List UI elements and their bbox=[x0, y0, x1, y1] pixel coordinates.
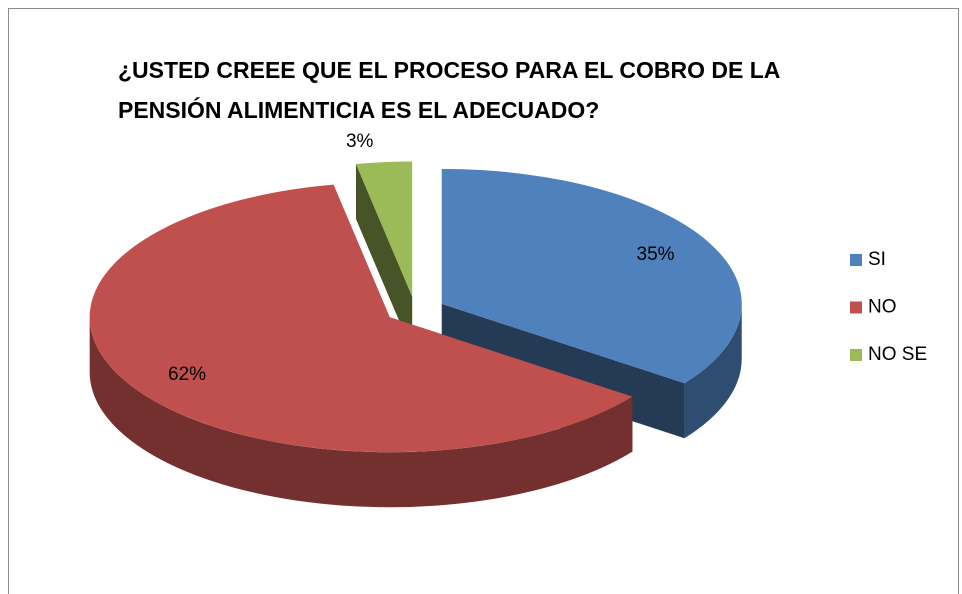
slice-side bbox=[684, 303, 742, 439]
legend-swatch bbox=[850, 349, 862, 361]
data-label: 3% bbox=[346, 131, 374, 152]
legend-label: NO bbox=[868, 297, 897, 318]
legend-label: NO SE bbox=[868, 344, 927, 365]
data-label: 35% bbox=[637, 244, 675, 265]
chart-frame bbox=[8, 8, 959, 594]
legend-swatch bbox=[850, 301, 862, 314]
slice bbox=[89, 184, 633, 453]
slice bbox=[355, 161, 413, 297]
slice bbox=[441, 168, 742, 384]
legend-label: SI bbox=[868, 249, 886, 270]
slice-side bbox=[89, 317, 633, 508]
data-label: 62% bbox=[168, 364, 206, 385]
slice-wall bbox=[355, 163, 413, 352]
chart-title: ¿USTED CREEE QUE EL PROCESO PARA EL COBR… bbox=[118, 57, 780, 123]
legend-swatch bbox=[850, 254, 862, 266]
